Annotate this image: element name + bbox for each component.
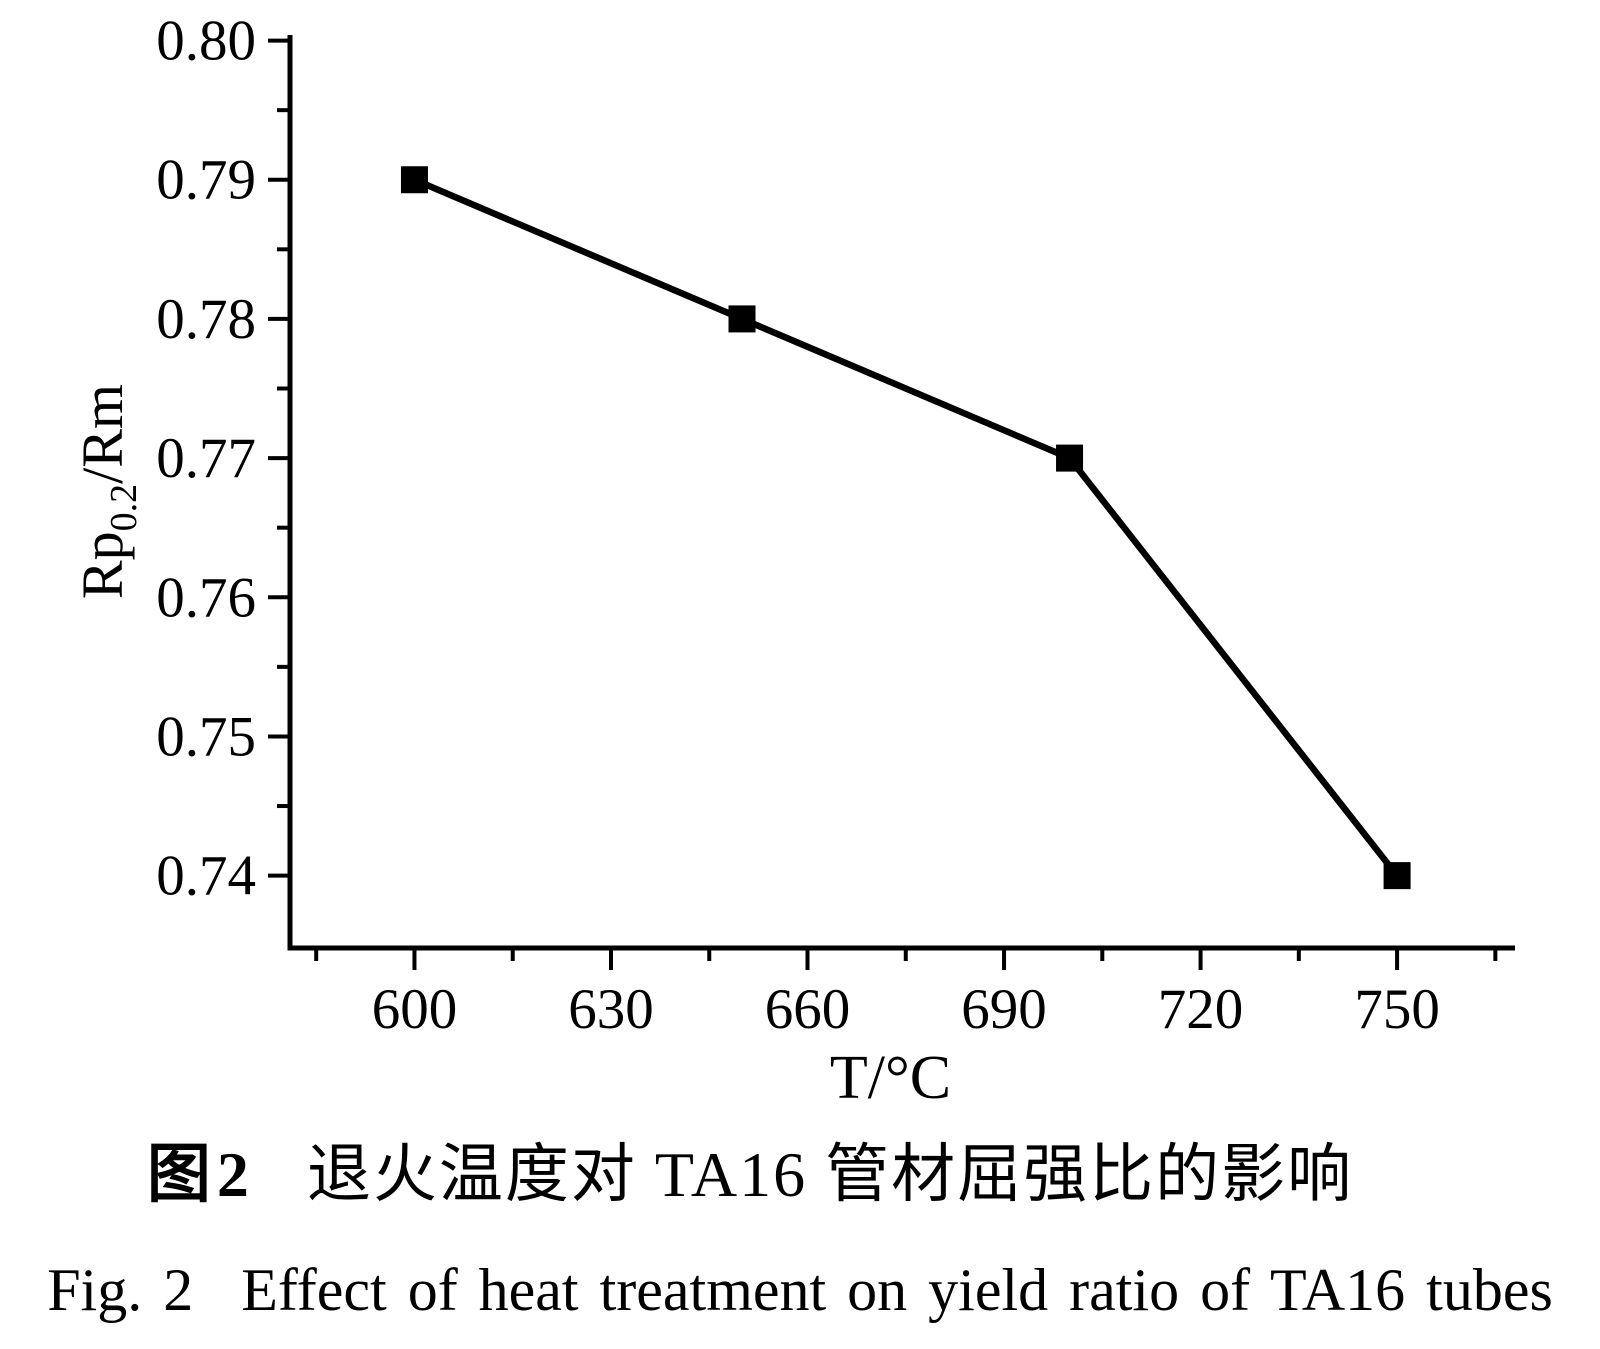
x-axis-label: T/°C [830,1044,951,1110]
y-tick-label: 0.77 [156,427,256,490]
line-chart-canvas: 600 630 660 690 720 750 0.74 0.75 0.76 0.77 0.78 0.… [70,10,1515,1110]
y-tick-label: 0.75 [156,705,256,768]
series-line [413,176,1400,878]
figure-number-zh: 图2 [146,1139,255,1210]
y-tick-label: 0.79 [156,149,256,212]
figure-caption-zh: 图2 退火温度对 TA16 管材屈强比的影响 [50,1138,1450,1212]
y-axis-label: Rp0.2/Rm [70,384,145,599]
x-tick-label: 720 [1158,978,1244,1041]
y-tick-label: 0.80 [156,10,256,73]
x-tick-label: 660 [765,978,851,1041]
data-point-marker [400,166,428,194]
data-point-marker [728,305,756,333]
x-tick-label: 600 [372,978,458,1041]
x-tick-label: 690 [961,978,1047,1041]
data-point-marker [1383,862,1411,890]
figure-caption-en-text: Effect of heat treatment on yield ratio … [241,1257,1553,1323]
y-tick-label: 0.78 [156,288,256,351]
figure-caption-en: Fig. 2 Effect of heat treatment on yield … [0,1256,1600,1325]
figure-number-en: Fig. 2 [47,1257,194,1323]
figure-caption-zh-text: 退火温度对 TA16 管材屈强比的影响 [306,1139,1354,1210]
y-tick-label: 0.74 [156,845,256,908]
x-tick-label: 750 [1354,978,1440,1041]
x-tick-label: 630 [568,978,654,1041]
y-tick-label: 0.76 [156,566,256,629]
data-point-marker [1056,444,1084,472]
